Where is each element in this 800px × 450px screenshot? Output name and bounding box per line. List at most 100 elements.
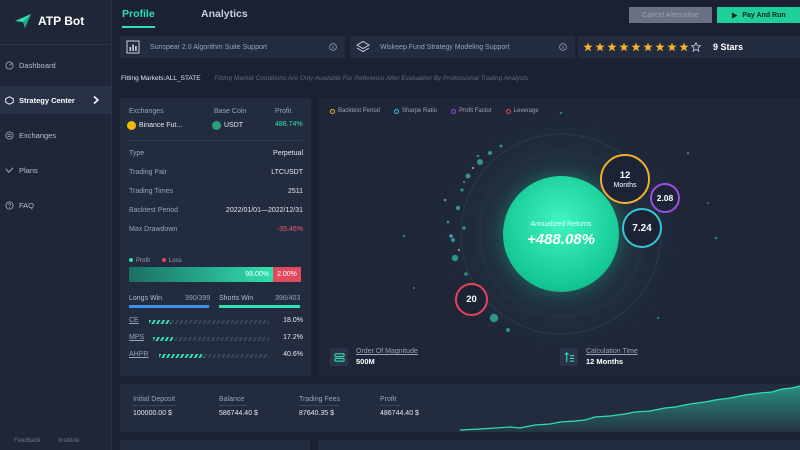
metric-mps-name[interactable]: MPS	[129, 334, 145, 341]
sidebar-item-exchanges[interactable]: Exchanges	[0, 121, 111, 149]
annualized-returns-circle: Annualized Returns +488.08%	[503, 176, 619, 292]
binance-icon	[127, 121, 136, 130]
chevron-right-icon	[93, 95, 100, 105]
calculation-time-label[interactable]: Calculation Time	[586, 348, 638, 355]
exchange-value: Binance Fut...	[127, 121, 182, 130]
info-icon[interactable]	[559, 43, 567, 51]
metric-mps: MPS 17.2%	[129, 334, 303, 344]
legend-leverage: Leverage	[505, 108, 539, 114]
star-filled-icon	[655, 42, 665, 52]
bottom-panel-left	[120, 440, 310, 450]
star-filled-icon	[595, 42, 605, 52]
sidebar: ATP Bot Dashboard Strategy Center Exchan…	[0, 0, 112, 450]
initial-deposit-value: 100000.00 $	[133, 410, 172, 417]
star-filled-icon	[631, 42, 641, 52]
institute-link[interactable]: Institute	[58, 438, 80, 444]
summary-panel: Exchanges Base Coin Profit Binance Fut..…	[120, 98, 311, 376]
strategy-card-wiskeep[interactable]: Wiskeep Fund Strategy Modeling Support	[350, 36, 575, 58]
longs-win-value: 390/399	[185, 295, 211, 302]
balance-panel: Initial Deposit 100000.00 $ Balance 5867…	[120, 384, 800, 432]
balance-value: 586744.40 $	[219, 410, 258, 417]
rating-card: 9 Stars	[578, 36, 800, 58]
backtest-period-bubble: 12 Months	[600, 154, 650, 204]
top-bar: Profile Analytics Cancel Alternative Pay…	[112, 0, 800, 30]
legend-sharpe-ratio: Sharpe Ratio	[394, 108, 437, 114]
longs-win-label: Longs Win	[129, 295, 163, 302]
sharpe-ratio-bubble: 7.24	[622, 208, 662, 248]
sidebar-item-plans[interactable]: Plans	[0, 156, 111, 184]
max-drawdown-row: Max Drawdown -35.46%	[129, 226, 303, 236]
backtest-period-value: 2022/01/01—2022/12/31	[225, 207, 303, 214]
trading-times-value: 2511	[287, 188, 303, 195]
legend-backtest-period: Backtest Period	[330, 108, 380, 114]
trading-pair-value: LTCUSDT	[271, 169, 303, 176]
magnitude-value: 500M	[356, 357, 375, 366]
logo[interactable]: ATP Bot	[14, 10, 84, 32]
chart-icon	[126, 40, 140, 54]
trading-fees-value: 87640.35 $	[299, 410, 335, 417]
star-filled-icon	[679, 42, 689, 52]
calculation-time-value: 12 Months	[586, 357, 624, 366]
star-filled-icon	[667, 42, 677, 52]
strategy-card-text: Sunspear 2.0 Algorithm Suite Support	[150, 43, 268, 51]
metric-ahpr-fill	[159, 354, 204, 358]
play-icon	[732, 11, 738, 19]
sidebar-item-faq[interactable]: FAQ	[0, 191, 111, 219]
dashboard-icon	[5, 60, 14, 70]
exchange-name: Binance Fut...	[139, 122, 183, 129]
profit-loss-bar: 98.00% 2.00%	[129, 267, 301, 282]
sidebar-divider	[0, 44, 112, 45]
faq-icon	[5, 200, 14, 210]
metric-ahpr-name[interactable]: AHPR	[129, 351, 149, 358]
initial-deposit: Initial Deposit 100000.00 $	[133, 396, 177, 417]
strategy-card-sunspear[interactable]: Sunspear 2.0 Algorithm Suite Support	[120, 36, 345, 58]
loss-share-bar: 2.00%	[273, 267, 301, 282]
legend-loss: Loss	[162, 258, 182, 264]
profit-header: Profit	[275, 108, 292, 115]
balance-underline	[219, 405, 247, 406]
sidebar-item-strategy-center[interactable]: Strategy Center	[0, 86, 111, 114]
initial-deposit-underline	[133, 405, 177, 406]
annualized-returns-value: +488.08%	[527, 230, 595, 248]
sidebar-item-dashboard[interactable]: Dashboard	[0, 51, 111, 79]
fitting-markets-label: Fitting Markets:ALL_STATE	[121, 75, 201, 82]
returns-visualization-panel: Backtest Period Sharpe Ratio Profit Fact…	[318, 98, 800, 376]
profit-value: 486.74%	[275, 121, 303, 128]
backtest-period-row: Backtest Period 2022/01/01—2022/12/31	[129, 207, 303, 217]
cancel-alternative-button[interactable]: Cancel Alternative	[629, 7, 712, 23]
shorts-win-value: 396/403	[275, 295, 301, 302]
star-filled-icon	[583, 42, 593, 52]
profit-amount-value: 486744.40 $	[380, 410, 419, 417]
sidebar-item-label: Exchanges	[19, 130, 57, 140]
info-icon[interactable]	[329, 43, 337, 51]
viz-legend: Backtest Period Sharpe Ratio Profit Fact…	[330, 108, 539, 114]
tab-profile[interactable]: Profile	[122, 8, 155, 20]
profit-underline	[380, 405, 400, 406]
calculation-time-stat: Calculation Time 12 Months	[560, 348, 638, 366]
profit-label: Profit	[380, 396, 397, 403]
star-filled-icon	[619, 42, 629, 52]
metric-ahpr-track	[159, 354, 269, 358]
balance-label: Balance	[219, 396, 245, 403]
sidebar-item-label: Dashboard	[19, 60, 56, 70]
strategy-icon	[5, 95, 14, 105]
sidebar-footer: Feedback Institute	[0, 438, 112, 450]
metric-ce-name[interactable]: CE	[129, 317, 139, 324]
legend-profit-factor: Profit Factor	[451, 108, 492, 114]
longs-win-fill	[129, 305, 210, 308]
pay-and-run-label: Pay And Run	[742, 11, 786, 19]
balance-item: Balance 586744.40 $	[219, 396, 258, 417]
trading-times-label: Trading Times	[129, 188, 174, 195]
tab-analytics[interactable]: Analytics	[201, 8, 248, 20]
magnitude-label[interactable]: Order Of Magnitude	[356, 348, 418, 355]
trading-fees-label: Trading Fees	[299, 396, 340, 403]
max-drawdown-label: Max Drawdown	[129, 226, 178, 233]
metric-mps-value: 17.2%	[283, 334, 303, 341]
trading-pair-label: Trading Pair	[129, 169, 167, 176]
calculation-time-icon	[560, 348, 578, 366]
metric-ce: CE 18.0%	[129, 317, 303, 327]
feedback-link[interactable]: Feedback	[14, 438, 41, 444]
strategy-card-text: Wiskeep Fund Strategy Modeling Support	[380, 43, 510, 51]
pay-and-run-button[interactable]: Pay And Run	[717, 7, 800, 23]
fitting-markets: Fitting Markets:ALL_STATE Fitting Market…	[121, 75, 528, 82]
